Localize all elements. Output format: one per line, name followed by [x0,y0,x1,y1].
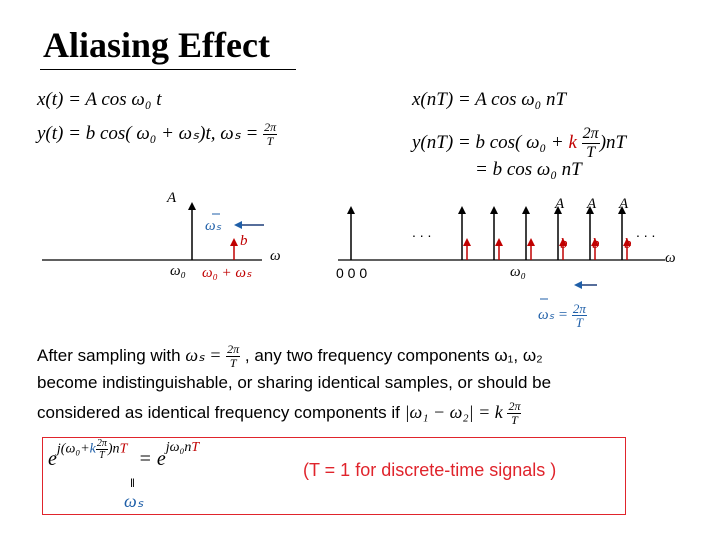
frac-numerator: 2π [95,438,108,450]
eq-x-t: x(t) = A cos ω₀ t [37,89,162,110]
paragraph-line-1: After sampling with ωₛ = 2π T , any two … [37,343,543,370]
rhs-exp: jω₀n [165,440,192,455]
frac-denominator: T [266,134,274,148]
right-label-A-3: A [619,196,629,212]
left-label-w0: ω₀ [170,263,186,279]
eq-x-nT: x(nT) = A cos ω₀ nT [412,89,567,110]
right-label-w0: ω₀ [510,264,526,280]
right-label-ws: ωₛ = 2π T [538,302,587,329]
para-ws: ωₛ = [185,344,222,365]
eq-y-nT-post: )nT [599,131,627,153]
eq-y-nT: y(nT) = b cos( ω₀ + k 2π T )nT [412,125,626,162]
right-dots-right: . . . [636,224,656,240]
frac-numerator: 2π [581,125,600,144]
eq-base-e: e [48,448,57,470]
exp-k: k [89,441,96,457]
para-fraction-1: 2π T [226,342,241,370]
rhs-T: T [191,440,200,455]
boxed-under-equals: ‖ [130,476,135,490]
paragraph-line-2: become indistinguishable, or sharing ide… [37,373,552,392]
exp-j: j [56,441,61,457]
eq-y-nT-pre: y(nT) = b cos( ω₀ + [412,131,569,153]
eq-equals-e: = e [138,448,166,470]
right-label-A-2: A [587,196,597,212]
boxed-under-ws: ωₛ [124,491,144,511]
frac-denominator: T [511,413,518,427]
para-fraction-3: 2π T [507,399,522,427]
exp-close: )n [107,441,120,457]
left-label-b: b [240,233,248,249]
title-underline [40,69,296,70]
eq-y-nT-result: = b cos ω₀ nT [475,159,582,180]
right-ws-text: ωₛ = [538,306,569,323]
exp-T: T [119,441,128,457]
exp-fraction: 2π T [95,438,108,461]
eq-y-t: y(t) = b cos( ω₀ + ωₛ)t, ωₛ = 2π T [37,120,278,148]
para-math-3: |ω₁ − ω₂| = k [404,401,503,422]
frac-denominator: T [575,315,583,330]
para-text-3a: considered as identical frequency compon… [37,402,405,422]
boxed-note: (T = 1 for discrete-time signals ) [303,460,557,480]
paragraph-line-3: considered as identical frequency compon… [37,399,522,427]
slide-title: Aliasing Effect [43,25,270,65]
frac-denominator: T [586,144,596,161]
eq-y-nT-k: k [568,131,577,153]
right-ws-fraction: 2π T [571,301,587,330]
right-label-b-3: b [624,236,632,252]
frac-numerator: 2π [226,342,241,357]
eq-rhs-exponent: jω₀nT [166,440,199,456]
para-text-1a: After sampling with [37,345,186,365]
frac-denominator: T [229,356,237,370]
right-label-A-1: A [555,196,565,212]
eq-exponent: j(ω₀+k 2π T)nT [57,438,127,461]
right-label-zeros: 0 0 0 [336,265,368,281]
right-dots-left: . . . [412,224,432,240]
right-axis-label-w: ω [665,250,676,266]
exp-open: (ω₀+ [60,441,90,457]
eq-y-t-fraction: 2π T [263,120,278,148]
frac-numerator: 2π [507,399,522,414]
left-label-w0-ws: ω₀ + ωₛ [202,265,252,281]
left-label-A: A [167,190,177,206]
para-text-1b: , any two frequency components ω₁, ω₂ [240,345,543,365]
right-label-b-1: b [560,236,568,252]
boxed-equation-frame [42,437,626,515]
eq-y-nT-fraction: 2π T [581,125,600,162]
frac-numerator: 2π [263,120,278,135]
right-label-b-2: b [592,236,600,252]
frac-numerator: 2π [571,301,587,316]
left-label-ws: ωₛ [205,218,222,234]
left-axis-label-w: ω [270,248,281,264]
eq-y-t-text: y(t) = b cos( ω₀ + ωₛ)t, ωₛ = [37,122,259,144]
frac-denominator: T [99,450,105,461]
boxed-equation: ej(ω₀+k 2π T)nT = ejω₀nT [48,438,199,472]
